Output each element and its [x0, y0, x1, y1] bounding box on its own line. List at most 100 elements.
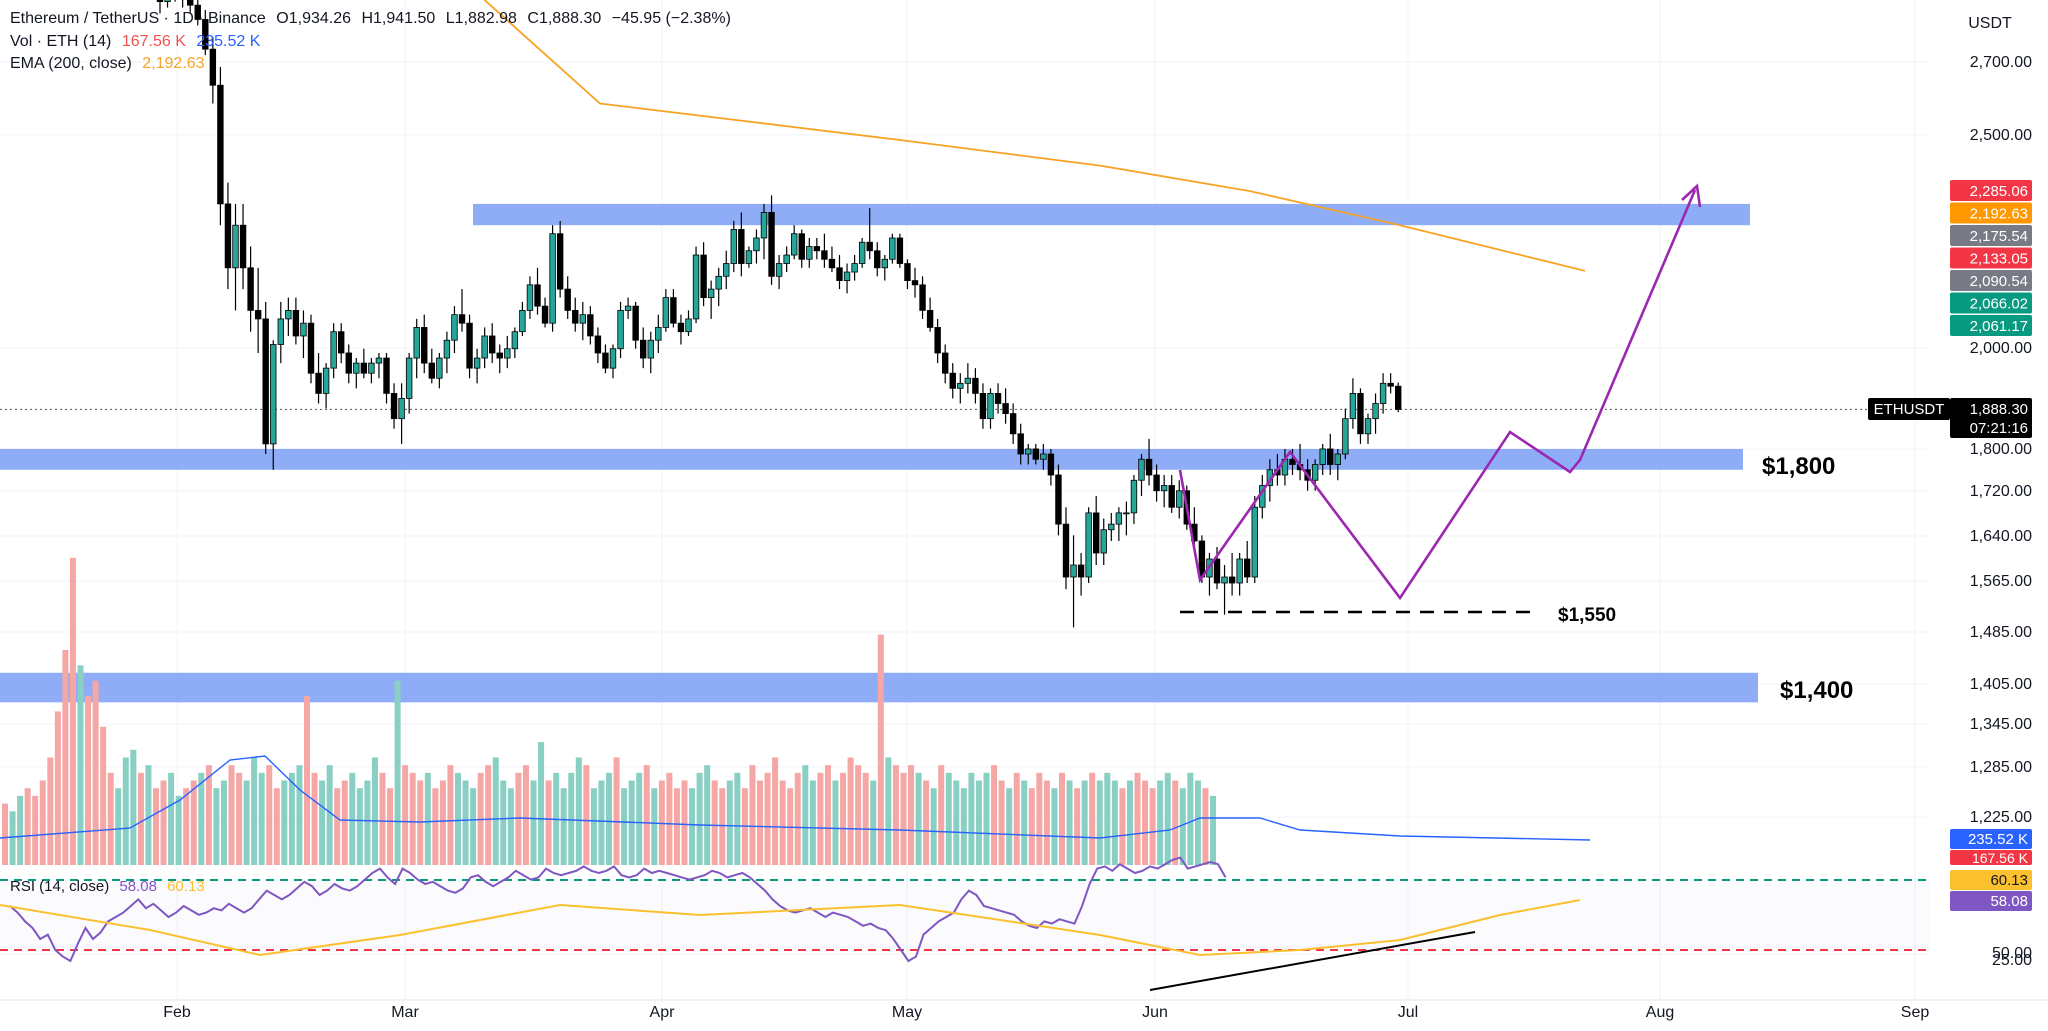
- volume-bar: [258, 772, 265, 865]
- candle-down: [677, 322, 685, 333]
- time-tick-label: Jul: [1398, 1004, 1418, 1021]
- volume-bar: [122, 757, 129, 865]
- candle-down: [1395, 385, 1402, 410]
- volume-bar: [447, 765, 454, 865]
- price-tag-label: 2,285.06: [1970, 183, 2028, 200]
- candle-up: [806, 246, 813, 260]
- volume-bar: [983, 772, 990, 865]
- volume-bar: [432, 788, 439, 865]
- volume-bar: [160, 780, 167, 865]
- candle-up: [707, 288, 715, 299]
- candle-down: [640, 339, 647, 359]
- price-tick-label: 1,485.00: [1970, 624, 2032, 641]
- price-tag-label: 2,175.54: [1970, 228, 2028, 245]
- candle-down: [345, 352, 352, 374]
- candle-up: [1349, 392, 1357, 420]
- volume-bar: [243, 780, 250, 865]
- vol-value-2: 235.52 K: [196, 33, 261, 50]
- candle-up: [1379, 382, 1387, 404]
- volume-bar: [1043, 780, 1050, 865]
- price-axis[interactable]: USDT 2,700.00 2,500.00 2,000.00 1,800.00 1,72…: [1868, 0, 2048, 1031]
- last-price-symbol: ETHUSDT: [1874, 401, 1945, 418]
- candle-down: [428, 362, 435, 379]
- price-tag: [1950, 247, 2032, 269]
- volume-bar: [462, 780, 469, 865]
- volume-bar: [349, 772, 356, 865]
- candle-up: [715, 275, 722, 290]
- candle-down: [1077, 564, 1085, 578]
- volume-bar: [371, 757, 378, 865]
- volume-bar: [575, 757, 582, 865]
- volume-bar: [606, 772, 612, 865]
- price-tick-label: 1,565.00: [1970, 573, 2032, 590]
- volume-bar: [991, 765, 998, 865]
- ema-label[interactable]: EMA (200, close): [10, 55, 132, 72]
- candle-up: [624, 305, 632, 311]
- candle-up: [504, 348, 511, 359]
- vol-tag-2: [1950, 850, 2032, 865]
- price-tag: [1950, 270, 2032, 291]
- volume-bar: [500, 780, 507, 865]
- volume-bar: [711, 780, 718, 865]
- symbol-title[interactable]: Ethereum / TetherUS · 1D · Binance: [10, 10, 266, 27]
- time-axis[interactable]: Feb Mar Apr May Jun Jul Aug Sep: [0, 999, 2048, 1021]
- volume-bar: [704, 765, 711, 865]
- price-tick-label: 2,700.00: [1970, 54, 2032, 71]
- candle-down: [1062, 523, 1070, 578]
- volume-bar: [915, 772, 922, 865]
- header-line-1: Ethereum / TetherUS · 1D · Binance O1,93…: [10, 10, 737, 28]
- candle-up: [1251, 506, 1258, 578]
- price-tick-label: 1,345.00: [1970, 716, 2032, 733]
- candle-up: [745, 250, 753, 264]
- volume-bar: [568, 772, 575, 865]
- price-tick-label: 1,285.00: [1970, 759, 2032, 776]
- candle-down: [390, 392, 398, 420]
- price-tick-label: 1,405.00: [1970, 676, 2032, 693]
- candle-down: [836, 267, 843, 281]
- candle-up: [1372, 403, 1379, 420]
- candle-up: [1123, 512, 1130, 515]
- vol-label[interactable]: Vol · ETH (14): [10, 33, 112, 50]
- candle-down: [911, 280, 919, 286]
- volume-bar: [689, 788, 696, 865]
- candle-down: [738, 229, 745, 264]
- volume-bar: [734, 772, 741, 865]
- candle-down: [972, 377, 979, 394]
- ohlc-change: −45.95 (−2.38%): [611, 10, 731, 27]
- volume-bar: [673, 788, 680, 865]
- vol-tag-1: [1950, 829, 2032, 849]
- candle-down: [1289, 458, 1296, 465]
- rsi-label[interactable]: RSI (14, close): [10, 878, 110, 895]
- volume-bar: [1194, 780, 1201, 865]
- volume-bar: [1089, 772, 1096, 865]
- support-zone-1800: [0, 448, 1743, 470]
- ohlc-high: H1,941.50: [361, 10, 436, 27]
- level-1800-label: $1,800: [1762, 453, 1835, 480]
- zones: [0, 203, 1758, 703]
- candle-up: [519, 309, 526, 333]
- volume-bar: [794, 772, 801, 865]
- candle-up: [405, 357, 413, 399]
- candle-down: [670, 297, 677, 324]
- candle-up: [1025, 448, 1032, 455]
- ohlc-open: O1,934.26: [276, 10, 352, 27]
- vol-tag-1-label: 235.52 K: [1968, 831, 2028, 848]
- candle-up: [843, 271, 851, 281]
- volume-bar: [930, 788, 937, 865]
- volume-bar: [1081, 780, 1088, 865]
- candle-down: [1168, 485, 1175, 508]
- candle-down: [496, 352, 503, 359]
- volume-bar: [394, 680, 401, 865]
- price-tick-label: 2,500.00: [1970, 127, 2032, 144]
- candle-up: [1334, 453, 1341, 465]
- volume-bar: [908, 765, 914, 865]
- volume-bar: [1059, 772, 1065, 865]
- volume-bar: [281, 780, 288, 865]
- volume-bar: [107, 772, 114, 865]
- volume-bar: [69, 557, 76, 865]
- volume-bar: [892, 765, 899, 865]
- candle-down: [239, 224, 247, 269]
- resistance-zone: [473, 203, 1750, 226]
- candle-down: [1244, 558, 1251, 578]
